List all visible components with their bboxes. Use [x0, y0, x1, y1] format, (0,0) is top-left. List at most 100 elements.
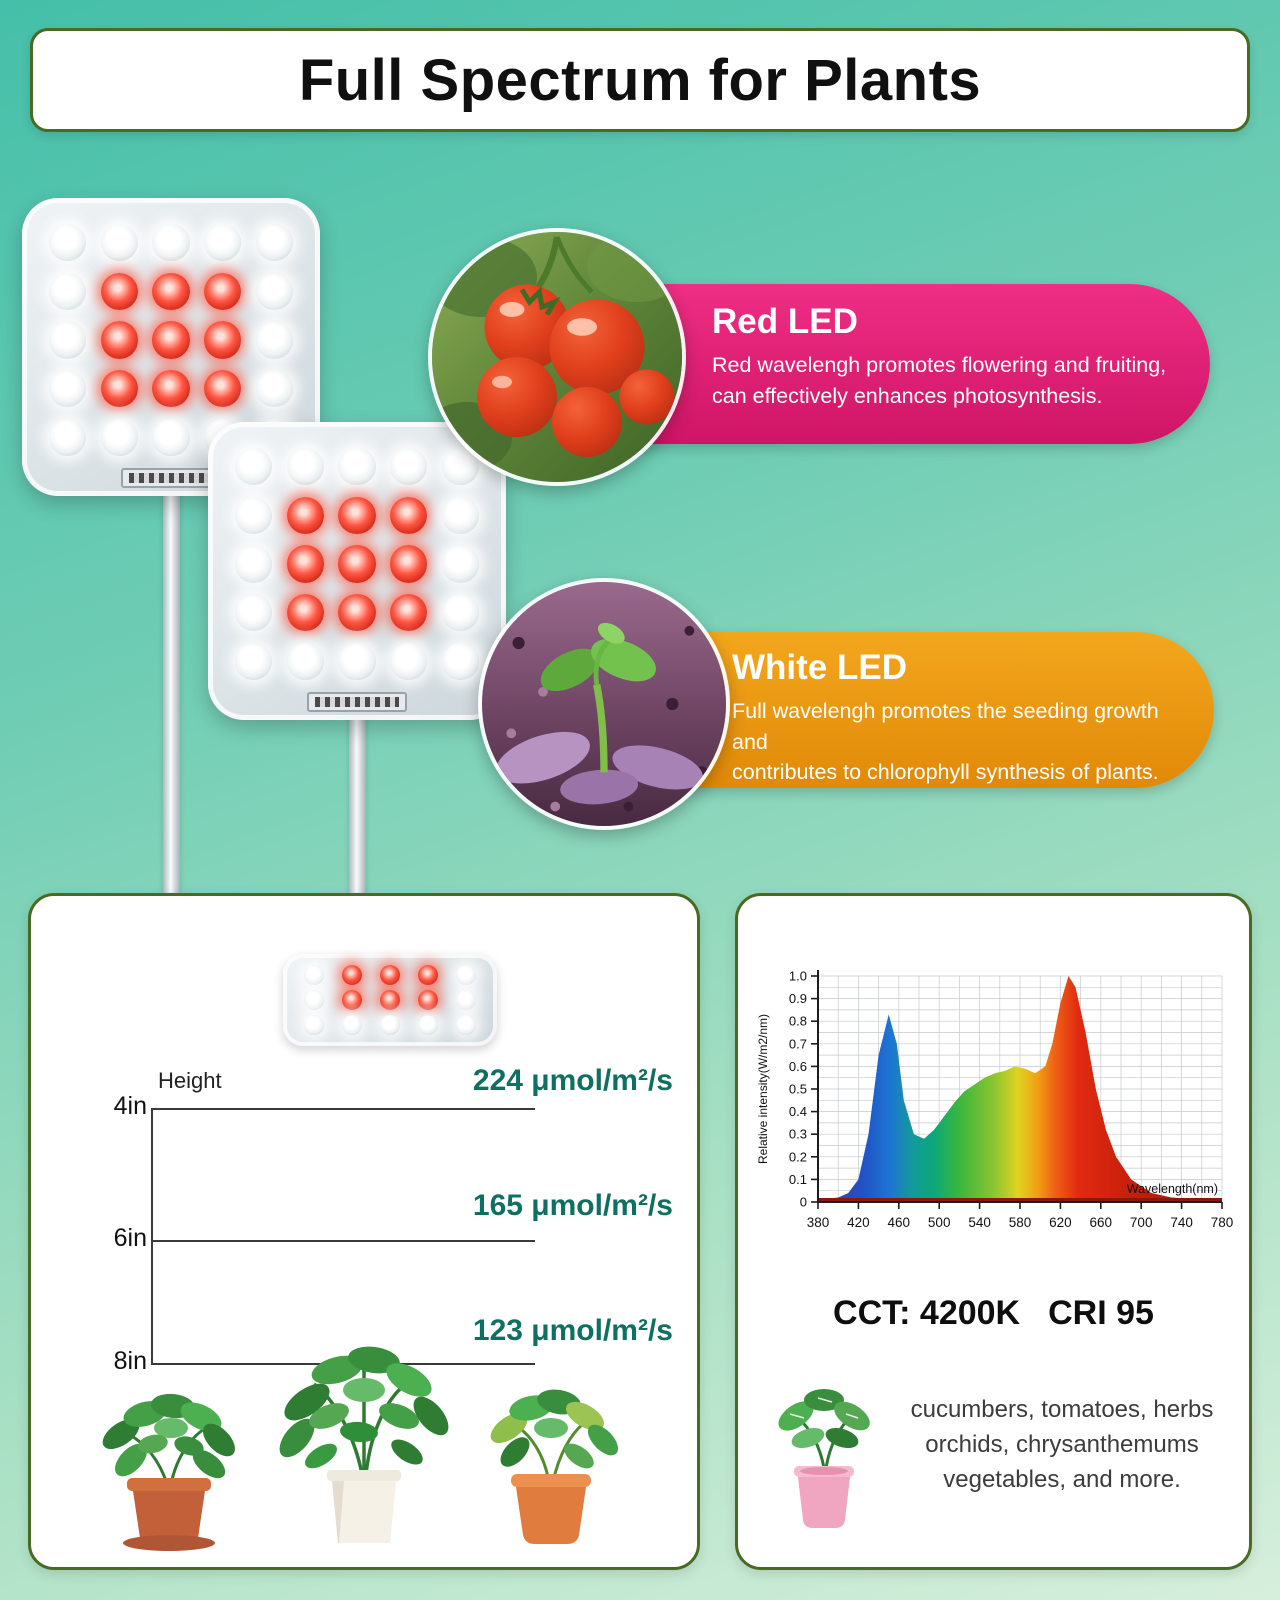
red-led — [100, 321, 138, 359]
potted-plants-illustration — [102, 1346, 619, 1551]
svg-text:660: 660 — [1090, 1215, 1113, 1230]
white-led — [456, 1015, 476, 1036]
white-led — [441, 545, 479, 583]
height-line-4in — [151, 1108, 535, 1110]
red-led — [390, 594, 428, 632]
red-led — [338, 594, 376, 632]
white-led — [338, 447, 376, 485]
svg-text:420: 420 — [847, 1215, 870, 1230]
red-led — [100, 370, 138, 408]
red-led — [286, 594, 324, 632]
white-led — [338, 643, 376, 681]
white-led — [235, 496, 273, 534]
svg-text:0.2: 0.2 — [789, 1149, 807, 1164]
led-grid — [228, 442, 486, 686]
white-led — [235, 447, 273, 485]
white-led — [390, 643, 428, 681]
red-led — [152, 370, 190, 408]
white-led — [286, 447, 324, 485]
red-led — [342, 964, 362, 985]
red-led — [380, 989, 400, 1010]
red-led — [286, 496, 324, 534]
ppfd-height-card: Height 4in 6in 8in 224 μmol/m²/s 165 μmo… — [28, 893, 700, 1570]
svg-text:620: 620 — [1049, 1215, 1072, 1230]
white-led — [441, 594, 479, 632]
white-led — [441, 643, 479, 681]
connector-pins — [129, 473, 213, 483]
svg-text:0.6: 0.6 — [789, 1059, 807, 1074]
white-led — [286, 643, 324, 681]
white-led — [456, 989, 476, 1010]
white-led — [255, 223, 293, 261]
svg-text:500: 500 — [928, 1215, 951, 1230]
red-led — [152, 321, 190, 359]
spectrum-chart: 0 0.1 0.2 0.3 0.4 0.5 0.6 0.7 0.8 0.9 1.0 380 420 460… — [752, 962, 1240, 1267]
white-led — [235, 643, 273, 681]
connector-pins — [315, 697, 399, 707]
white-led — [204, 223, 242, 261]
red-led — [338, 496, 376, 534]
title-banner: Full Spectrum for Plants — [30, 28, 1250, 132]
white-led — [255, 370, 293, 408]
red-led — [390, 545, 428, 583]
lamp-pole — [349, 700, 366, 900]
white-led — [342, 1015, 362, 1036]
ppfd-value: 224 μmol/m²/s — [472, 1064, 673, 1097]
white-led — [304, 989, 324, 1010]
svg-text:0: 0 — [800, 1195, 807, 1210]
small-plant — [778, 1389, 870, 1528]
svg-text:700: 700 — [1130, 1215, 1153, 1230]
ppfd-value: 165 μmol/m²/s — [472, 1189, 673, 1222]
plant-pot-right — [490, 1389, 619, 1544]
svg-text:0.1: 0.1 — [789, 1172, 807, 1187]
white-led — [235, 594, 273, 632]
white-led — [152, 419, 190, 457]
red-led-description: Red wavelengh promotes flowering and fru… — [712, 353, 1167, 408]
plant-pot-left — [102, 1393, 235, 1551]
white-led — [304, 1015, 324, 1036]
red-led — [390, 496, 428, 534]
white-led — [49, 419, 87, 457]
height-tick: 4in — [113, 1092, 147, 1120]
led-panel-side-view — [283, 954, 497, 1046]
height-tick: 8in — [113, 1347, 147, 1375]
red-led — [204, 272, 242, 310]
page-title: Full Spectrum for Plants — [298, 47, 982, 113]
svg-text:0.3: 0.3 — [789, 1127, 807, 1142]
white-led — [418, 1015, 438, 1036]
panel-connector — [307, 692, 407, 712]
svg-text:0.7: 0.7 — [789, 1036, 807, 1051]
white-led — [49, 272, 87, 310]
svg-text:0.8: 0.8 — [789, 1014, 807, 1029]
svg-text:740: 740 — [1170, 1215, 1193, 1230]
suitable-plants-text: cucumbers, tomatoes, herbs orchids, chry… — [910, 1396, 1214, 1493]
svg-text:0.4: 0.4 — [789, 1104, 807, 1119]
red-led — [152, 272, 190, 310]
red-led — [338, 545, 376, 583]
lamp-pole — [163, 480, 180, 900]
led-grid — [295, 962, 485, 1038]
white-led — [456, 964, 476, 985]
red-led — [342, 989, 362, 1010]
height-axis-label: Height — [158, 1068, 222, 1093]
white-led — [152, 223, 190, 261]
small-plant-illustration — [778, 1389, 870, 1528]
svg-text:380: 380 — [807, 1215, 830, 1230]
svg-text:460: 460 — [888, 1215, 911, 1230]
svg-text:780: 780 — [1211, 1215, 1234, 1230]
svg-text:540: 540 — [968, 1215, 991, 1230]
white-led — [304, 964, 324, 985]
white-led — [49, 321, 87, 359]
svg-text:0.9: 0.9 — [789, 991, 807, 1006]
svg-text:0.5: 0.5 — [789, 1082, 807, 1097]
white-led — [255, 321, 293, 359]
red-led — [204, 321, 242, 359]
red-led — [380, 964, 400, 985]
red-led — [204, 370, 242, 408]
svg-text:Relative intensity(W/m2/nm): Relative intensity(W/m2/nm) — [756, 1014, 770, 1164]
white-led — [390, 447, 428, 485]
white-led — [235, 545, 273, 583]
white-led — [49, 223, 87, 261]
ppfd-value: 123 μmol/m²/s — [472, 1314, 673, 1347]
